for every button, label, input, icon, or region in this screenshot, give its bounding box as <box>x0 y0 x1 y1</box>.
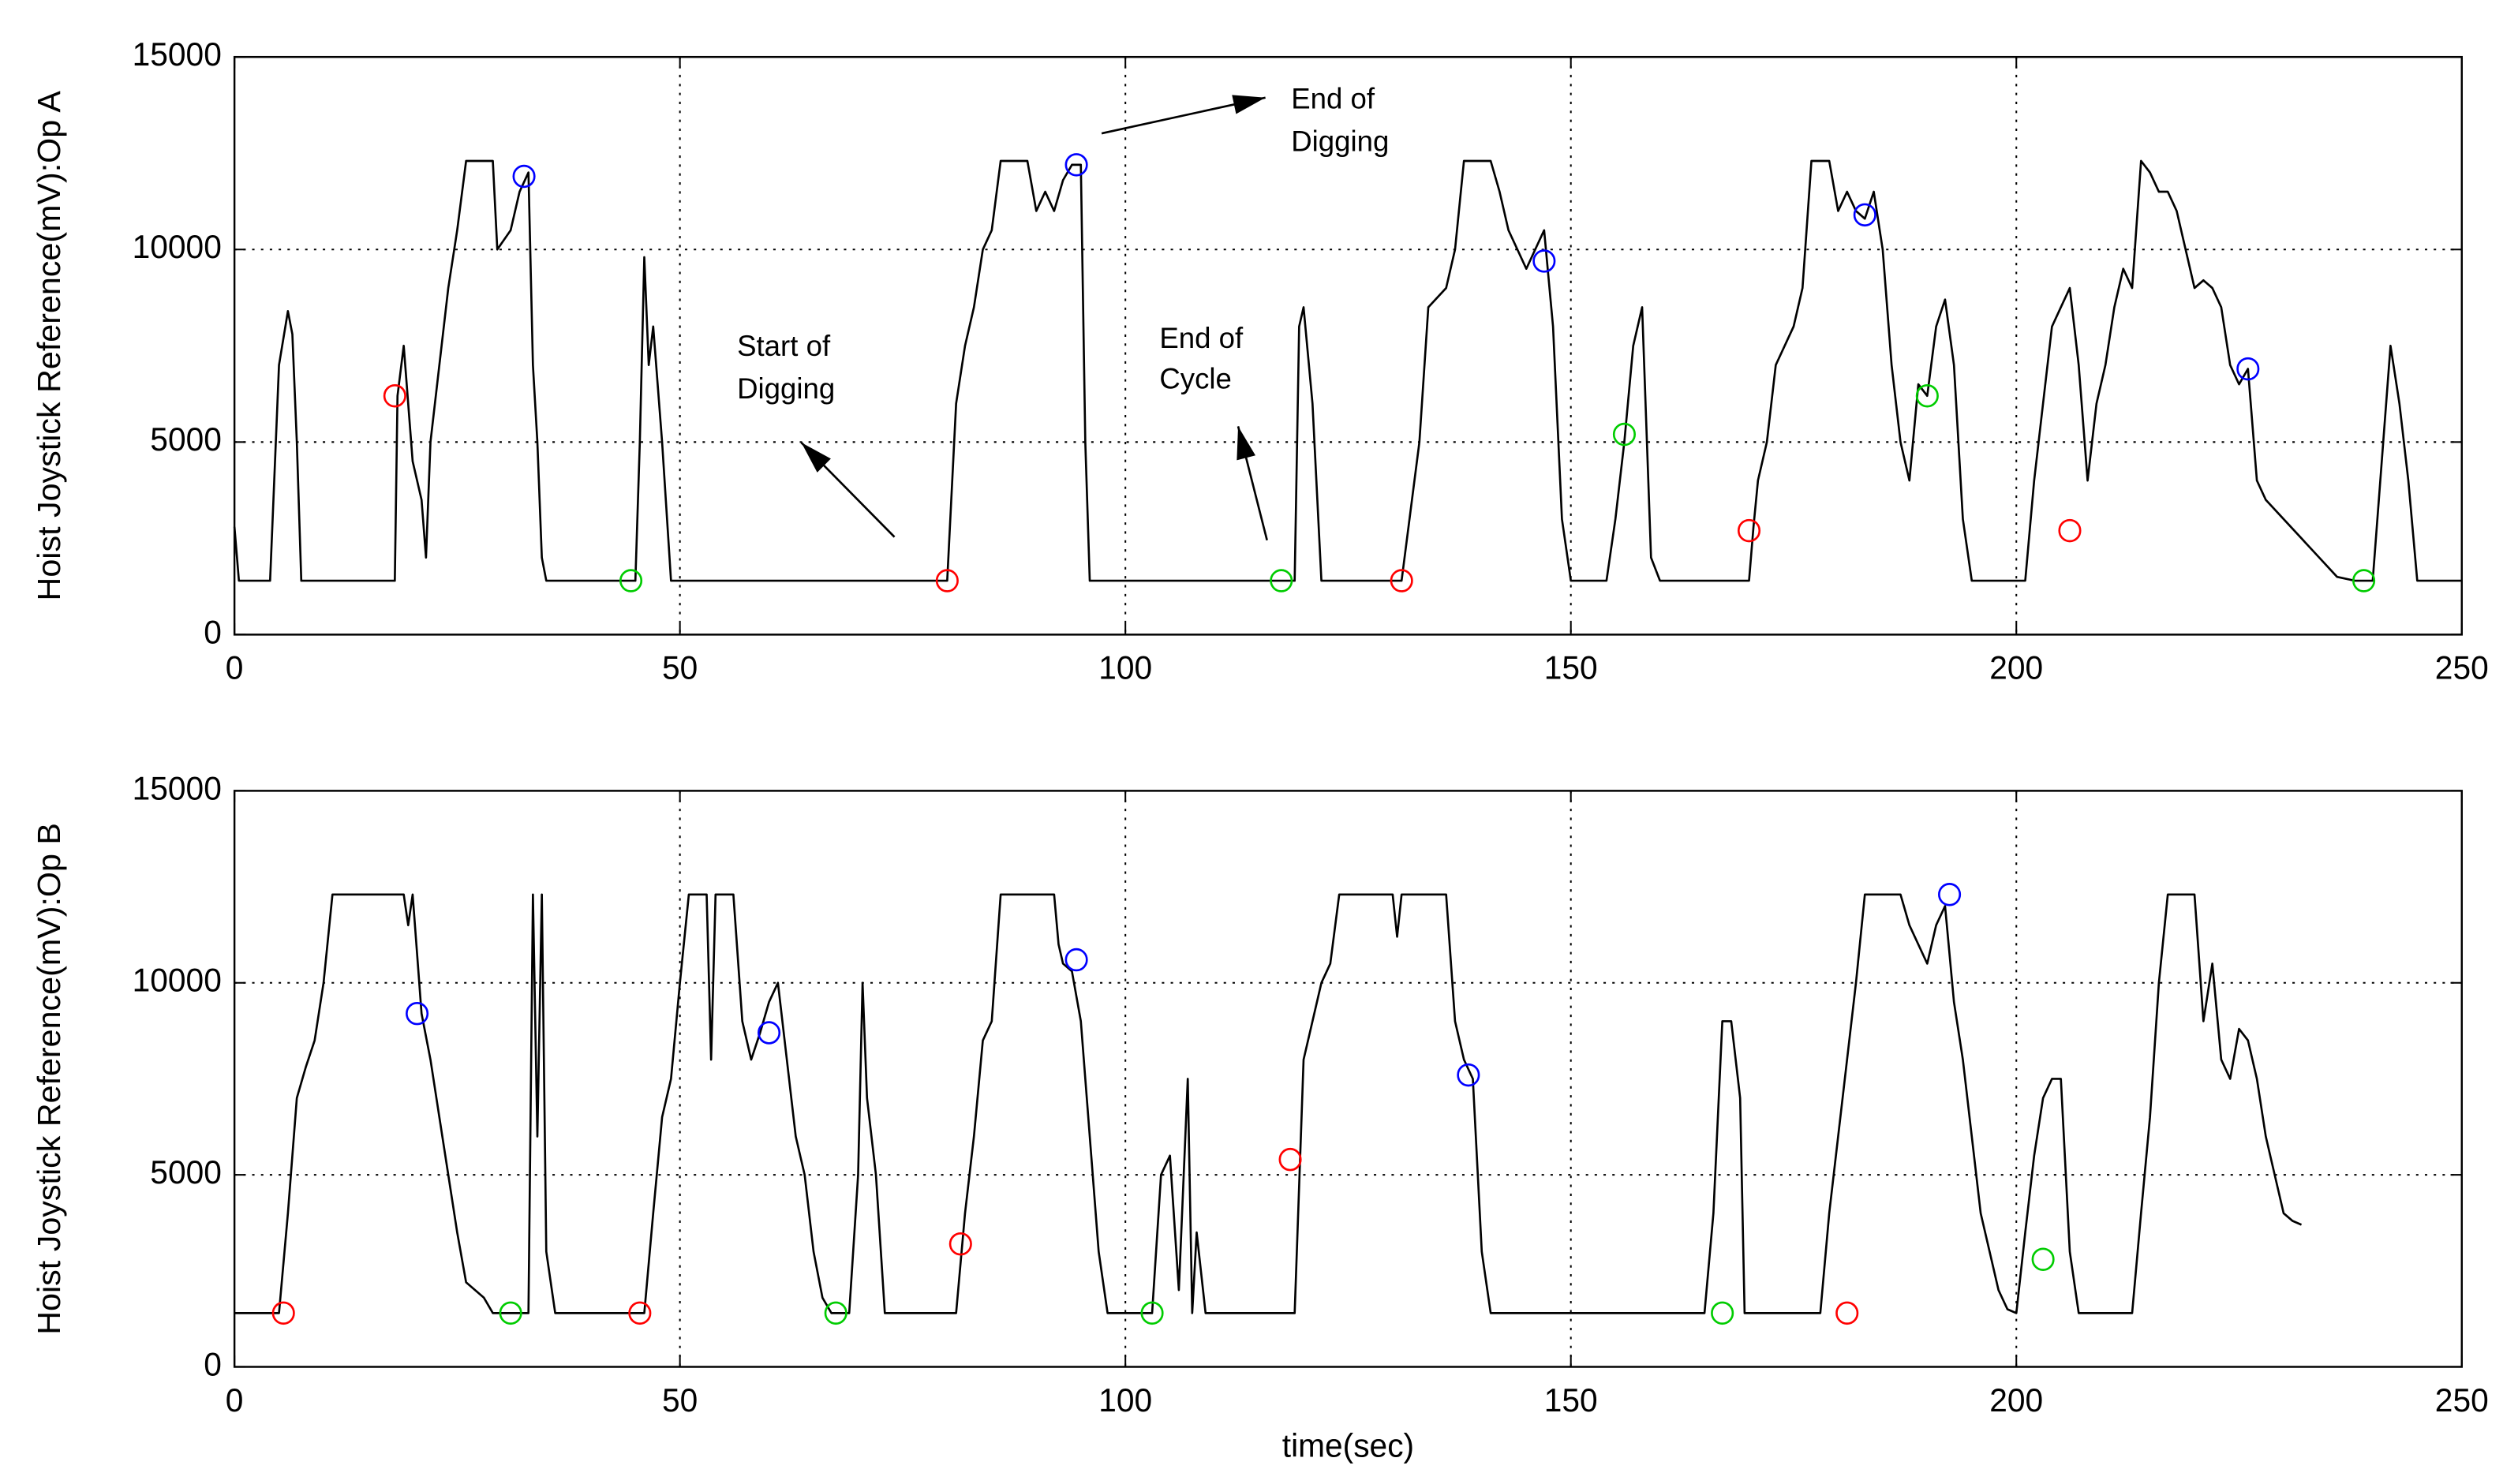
marker <box>1711 1301 1734 1325</box>
x-tick-label: 200 <box>1989 649 2043 686</box>
marker <box>1390 569 1413 592</box>
marker <box>512 164 536 189</box>
axes-frame <box>233 790 2463 1368</box>
marker <box>1278 1147 1302 1172</box>
y-axis-label: Hoist Joystick Reference(mV):Op B <box>31 823 67 1335</box>
plot-area <box>234 791 2462 1367</box>
marker <box>271 1301 295 1325</box>
x-tick-label: 150 <box>1544 649 1598 686</box>
annotation: Digging <box>1291 125 1389 157</box>
y-tick-label: 10000 <box>133 962 222 998</box>
marker <box>1737 518 1761 543</box>
y-axis-label: Hoist Joystick Reference(mV):Op A <box>31 90 67 600</box>
marker <box>1457 1063 1480 1087</box>
x-tick-label: 250 <box>2435 1382 2489 1419</box>
marker <box>2031 1247 2055 1271</box>
marker <box>628 1301 652 1325</box>
marker <box>1064 948 1088 972</box>
axes-frame <box>233 55 2463 636</box>
annotation: Cycle <box>1159 362 1232 394</box>
marker <box>383 383 406 408</box>
x-axis-label: time(sec) <box>1282 1427 1414 1463</box>
marker <box>1612 422 1637 447</box>
marker <box>1064 153 1088 177</box>
marker <box>1835 1301 1859 1325</box>
y-tick-label: 15000 <box>133 770 222 806</box>
marker <box>499 1301 522 1325</box>
marker <box>2058 518 2082 543</box>
annotation: End of <box>1291 82 1375 114</box>
marker <box>1532 249 1556 273</box>
marker <box>758 1021 781 1045</box>
marker <box>824 1301 847 1325</box>
marker <box>2236 357 2260 381</box>
annotation: Start of <box>737 330 831 362</box>
marker <box>2352 569 2376 592</box>
x-tick-label: 50 <box>662 1382 698 1419</box>
marker <box>1915 383 1939 408</box>
marker <box>935 569 959 592</box>
arrow-head <box>1237 426 1256 461</box>
y-tick-label: 5000 <box>150 1154 222 1191</box>
x-tick-label: 100 <box>1098 649 1152 686</box>
x-tick-label: 50 <box>662 649 698 686</box>
line-series <box>233 159 2462 582</box>
x-tick-label: 0 <box>226 649 244 686</box>
y-tick-label: 10000 <box>133 229 222 265</box>
y-tick-label: 0 <box>204 1346 222 1382</box>
marker <box>1140 1301 1164 1325</box>
marker <box>948 1232 972 1256</box>
y-tick-label: 0 <box>204 614 222 650</box>
x-tick-label: 0 <box>226 1382 244 1419</box>
x-tick-label: 250 <box>2435 649 2489 686</box>
annotation: End of <box>1159 322 1244 354</box>
x-tick-label: 100 <box>1098 1382 1152 1419</box>
marker <box>1938 883 1962 906</box>
y-tick-label: 15000 <box>133 36 222 73</box>
arrow-head <box>1232 95 1266 114</box>
marker <box>1270 569 1293 592</box>
annotation: Digging <box>737 372 835 405</box>
marker <box>1853 203 1876 227</box>
arrow-head <box>801 443 831 473</box>
y-tick-label: 5000 <box>150 421 222 458</box>
plot-area <box>234 57 2462 635</box>
line-series <box>234 893 2303 1314</box>
x-tick-label: 150 <box>1544 1382 1598 1419</box>
marker <box>619 569 643 592</box>
marker <box>406 1001 429 1026</box>
x-tick-label: 200 <box>1989 1382 2043 1419</box>
